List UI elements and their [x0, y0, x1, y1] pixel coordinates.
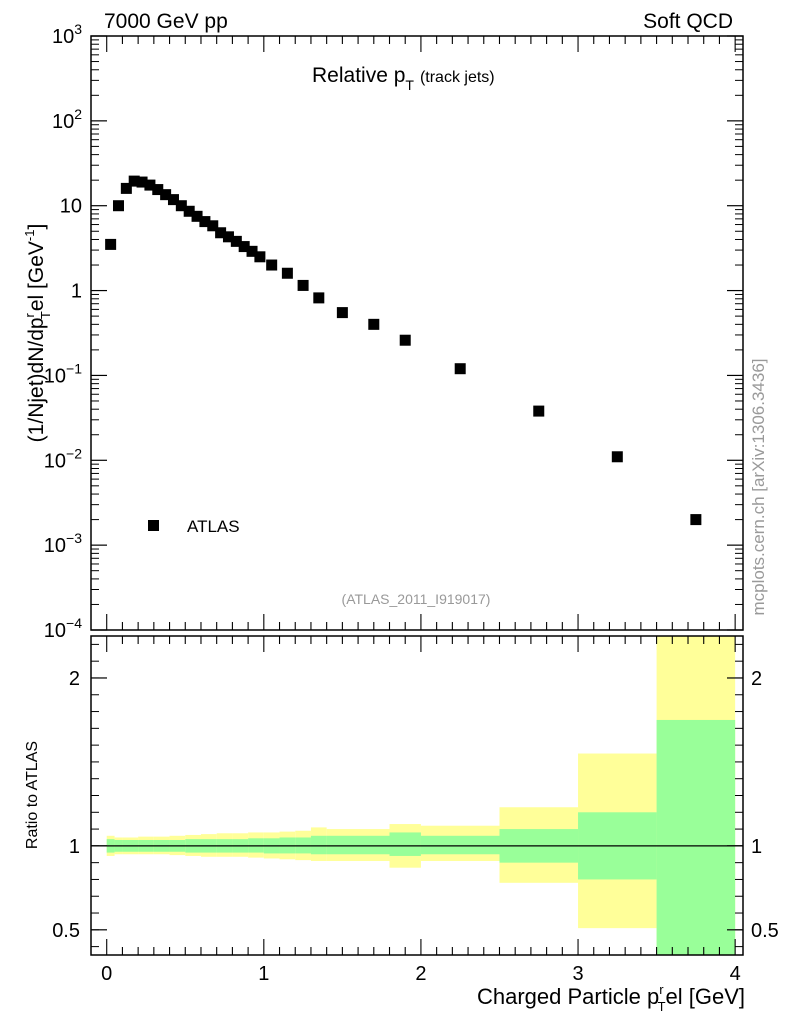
ratio-inner-band [389, 832, 421, 856]
legend-label: ATLAS [187, 517, 240, 536]
atlas-data-point [238, 241, 250, 253]
atlas-data-point [207, 220, 219, 232]
main-x-axis [106, 36, 736, 630]
main-y-tick-label: 103 [52, 21, 82, 48]
atlas-data-point [399, 334, 411, 346]
atlas-data-point [230, 235, 242, 247]
atlas-data-point [112, 200, 124, 212]
main-y-axis: 10−4 10−3 10−2 10−1 1 10 102 103 [44, 21, 743, 642]
ratio-inner-band [326, 835, 390, 855]
ratio-inner-band [656, 719, 736, 955]
x-tick-label: 2 [415, 963, 426, 985]
main-y-tick-label: 10−1 [44, 360, 82, 387]
main-y-axis-title: (1/Njet)dN/dprTel [GeV-1] [22, 224, 53, 443]
atlas-data-point [175, 200, 187, 212]
main-panel-frame [90, 35, 744, 631]
atlas-data-point [144, 179, 156, 191]
atlas-data-point [254, 251, 266, 263]
ratio-y-tick-label-right: 0.5 [751, 920, 779, 942]
atlas-data-point [120, 182, 132, 194]
atlas-data-point [533, 405, 545, 417]
atlas-data-point [199, 216, 211, 228]
main-y-tick-label: 10 [60, 196, 82, 218]
atlas-data-point [336, 307, 348, 319]
atlas-data-point [136, 176, 148, 188]
atlas-data-point [128, 175, 140, 187]
plot-title-paren: (track jets) [420, 69, 495, 86]
atlas-data-point [183, 205, 195, 217]
atlas-data-point [313, 292, 325, 304]
plot-title-sub: T [405, 77, 414, 93]
atlas-data-point [454, 363, 466, 375]
main-y-tick-label: 10−3 [44, 530, 82, 557]
x-axis-title: Charged Particle pr Tel [GeV] [477, 982, 745, 1014]
main-y-tick-label: 1 [71, 281, 82, 303]
ratio-y-axis-title: Ratio to ATLAS [24, 741, 41, 849]
ratio-panel: 0.5 0.5 1 1 2 2 0 1 2 3 4 Ratio to ATLAS Charged … [24, 635, 779, 1014]
ratio-inner-band [420, 835, 500, 855]
x-tick-label: 3 [572, 963, 583, 985]
atlas-series [105, 175, 702, 526]
atlas-data-point [266, 259, 278, 271]
atlas-data-point [191, 210, 203, 222]
x-tick-label: 0 [101, 963, 112, 985]
watermark-label: mcplots.cern.ch [arXiv:1306.3436] [749, 358, 768, 615]
main-y-tick-label: 10−2 [44, 445, 82, 472]
ratio-y-tick-label: 1 [69, 836, 80, 858]
svg-text:Ratio to ATLAS: Ratio to ATLAS [24, 741, 41, 849]
atlas-data-point [690, 514, 702, 526]
plot-title-main: Relative p [312, 64, 405, 87]
atlas-data-point [246, 245, 258, 257]
atlas-data-point [160, 189, 172, 201]
ratio-x-axis: 0 1 2 3 4 [101, 636, 741, 985]
atlas-data-point [215, 227, 227, 239]
ratio-y-tick-label: 0.5 [52, 920, 80, 942]
ratio-y-tick-label: 2 [69, 668, 80, 690]
svg-text:(1/Njet)dN/dprTel [GeV-1]: (1/Njet)dN/dprTel [GeV-1] [22, 224, 53, 443]
x-tick-label: 1 [258, 963, 269, 985]
x-tick-label: 4 [730, 963, 741, 985]
ratio-y-tick-label-right: 2 [751, 668, 762, 690]
atlas-data-point [297, 279, 309, 291]
legend-marker [148, 520, 159, 531]
atlas-data-point [222, 231, 234, 243]
atlas-data-point [281, 267, 293, 279]
atlas-data-point [611, 451, 623, 463]
plot-title: Relative pT (track jets) [312, 64, 495, 93]
ratio-inner-band [310, 835, 327, 855]
analysis-id-label: (ATLAS_2011_I919017) [342, 591, 491, 607]
header-process-label: Soft QCD [643, 10, 733, 33]
main-y-tick-label: 102 [52, 106, 82, 133]
atlas-data-point [152, 184, 164, 196]
header-energy-label: 7000 GeV pp [104, 10, 228, 33]
main-panel: 10−4 10−3 10−2 10−1 1 10 102 103 Relative pT (tr… [22, 21, 744, 642]
ratio-y-axis: 0.5 0.5 1 1 2 2 [52, 643, 779, 948]
ratio-uncertainty-bands [106, 636, 736, 955]
ratio-y-tick-label-right: 1 [751, 836, 762, 858]
atlas-data-point [167, 194, 179, 206]
atlas-data-point [105, 238, 117, 250]
main-y-tick-label: 10−4 [44, 615, 82, 642]
atlas-data-point [368, 318, 380, 330]
